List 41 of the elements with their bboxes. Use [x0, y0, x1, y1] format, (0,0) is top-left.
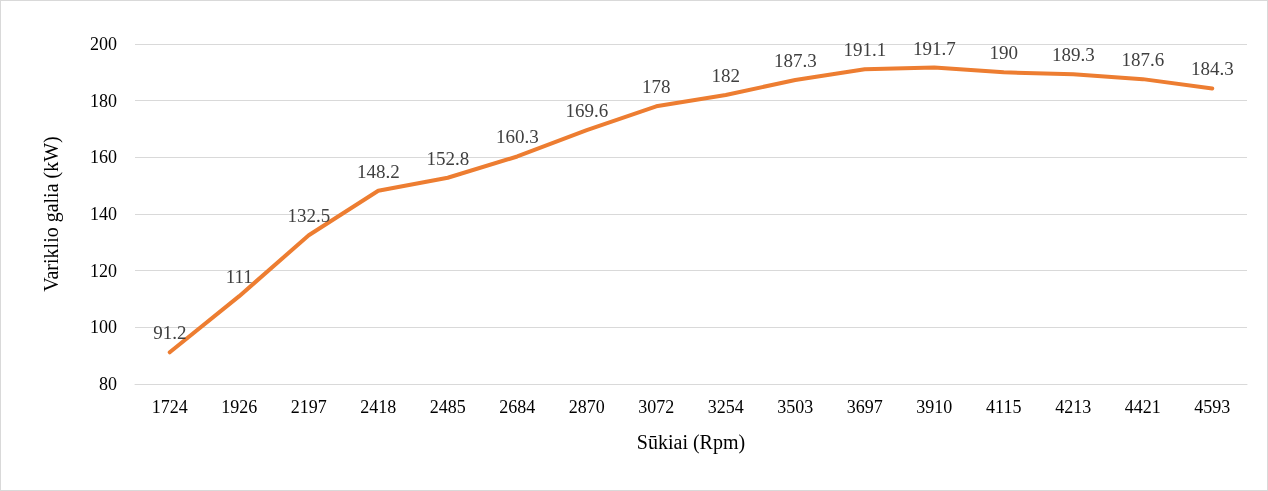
x-tick-label: 2485 [429, 397, 466, 417]
data-label: 148.2 [356, 160, 400, 182]
y-tick-label: 200 [90, 34, 117, 54]
y-tick-label: 140 [90, 204, 117, 224]
x-tick-label: 4421 [1124, 397, 1161, 417]
x-tick-label: 1926 [221, 397, 258, 417]
data-label: 182 [711, 65, 740, 86]
y-tick-label: 160 [90, 147, 117, 168]
data-label: 111 [225, 266, 253, 288]
x-tick-label: 2870 [568, 397, 605, 417]
y-axis-title: Variklio galia (kW) [40, 136, 63, 292]
data-label: 132.5 [287, 205, 331, 227]
data-label: 190 [989, 42, 1018, 64]
data-label: 191.7 [912, 37, 956, 59]
data-label: 191.1 [843, 39, 887, 61]
data-label: 187.6 [1121, 49, 1165, 71]
data-label: 189.3 [1051, 44, 1095, 66]
x-tick-label: 2418 [360, 397, 397, 417]
data-label: 184.3 [1190, 58, 1234, 80]
x-axis-title: Sūkiai (Rpm) [636, 431, 746, 454]
data-label: 169.6 [565, 100, 609, 122]
x-tick-label: 3503 [777, 397, 814, 417]
x-tick-label: 4593 [1194, 397, 1231, 417]
data-label: 160.3 [495, 126, 539, 148]
x-tick-label: 1724 [151, 397, 188, 417]
x-tick-label: 4213 [1055, 397, 1092, 417]
x-tick-label: 3697 [846, 397, 883, 417]
data-label: 91.2 [153, 322, 187, 344]
x-tick-label: 2197 [290, 397, 327, 417]
data-label: 178 [642, 76, 671, 98]
x-tick-label: 4115 [986, 397, 1022, 417]
y-tick-label: 120 [90, 260, 117, 281]
y-tick-label: 100 [90, 317, 117, 338]
x-tick-label: 3910 [916, 397, 953, 417]
data-label: 187.3 [773, 49, 817, 71]
x-tick-label: 2684 [499, 397, 536, 417]
x-tick-label: 3072 [638, 397, 675, 417]
x-tick-label: 3254 [707, 397, 744, 417]
y-tick-label: 80 [99, 374, 117, 394]
y-tick-label: 180 [90, 90, 117, 111]
data-label: 152.8 [426, 147, 470, 169]
